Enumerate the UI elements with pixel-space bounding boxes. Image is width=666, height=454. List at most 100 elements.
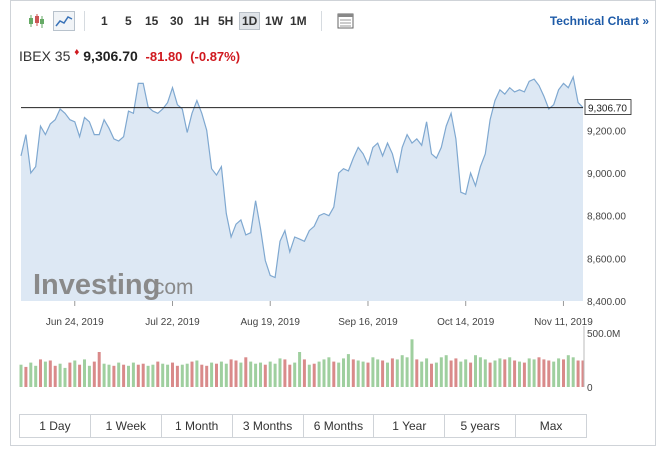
range-1-month[interactable]: 1 Month [162,415,233,437]
area-chart-icon[interactable] [53,11,75,31]
volume-bar [381,360,385,387]
interval-1m[interactable]: 1M [290,14,307,28]
toolbar-separator [84,11,85,31]
interval-1d[interactable]: 1D [239,12,261,30]
y-tick-label: 9,000.00 [587,169,626,180]
volume-bar [332,361,336,387]
volume-bar [122,364,126,387]
volume-bar [234,360,238,387]
volume-bar [581,360,585,387]
interval-1w[interactable]: 1W [265,14,283,28]
volume-bar [356,360,360,387]
volume-bar [307,364,311,387]
volume-bar [97,352,101,387]
price-area [21,77,583,301]
price-change: -81.80 [145,49,183,64]
volume-bar [190,361,194,387]
instrument-name: IBEX 35 [19,48,71,64]
volume-bar [68,362,72,387]
volume-bar [263,364,267,387]
price-chart[interactable]: Investing .com 9,306.70 9,200.00 9,000.00… [11,1,655,411]
interval-1[interactable]: 1 [101,14,108,28]
x-tick-label: Nov 11, 2019 [534,317,593,328]
volume-bar [420,361,424,387]
volume-bar [146,365,150,387]
volume-bar [171,362,174,387]
volume-bar [63,367,67,387]
volume-bar [166,364,170,387]
volume-bar [513,360,517,387]
interval-15[interactable]: 15 [145,14,159,28]
volume-bar [117,362,121,387]
volume-bar [454,358,458,387]
candlestick-chart-icon[interactable] [25,11,47,31]
volume-bar [415,359,419,387]
volume-bar [215,363,218,387]
volume-bar [478,357,482,387]
volume-bar [210,362,214,387]
quote-header: IBEX 35 ♦ 9,306.70 -81.80 (-0.87%) [19,47,240,64]
chart-widget: 1 5 15 30 1H 5H 1D 1W 1M Technical Chart… [10,0,656,446]
x-tick-label: Jun 24, 2019 [46,317,104,328]
range-1-day[interactable]: 1 Day [20,415,91,437]
volume-bar [552,361,556,387]
volume-bar [43,361,47,387]
technical-chart-link[interactable]: Technical Chart » [549,14,649,28]
range-3-months[interactable]: 3 Months [233,415,304,437]
volume-bar [527,358,531,387]
volume-bar [219,361,223,387]
volume-bar [83,359,86,387]
x-tick-label: Aug 19, 2019 [240,317,300,328]
volume-bar [518,361,521,387]
volume-bar [361,361,365,387]
x-tick-label: Oct 14, 2019 [437,317,495,328]
volume-bar [444,355,448,387]
volume-bar [34,365,38,387]
volume-bar [405,357,409,387]
watermark-suffix: .com [148,276,194,299]
last-price: 9,306.70 [83,48,138,64]
volume-bar [498,358,502,387]
volume-bar [48,360,52,387]
x-tick-label: Sep 16, 2019 [338,317,398,328]
volume-bar [483,359,487,387]
volume-bar [302,359,306,387]
interval-5h[interactable]: 5H [218,14,234,28]
volume-bar [268,361,272,387]
volume-bar [288,364,292,387]
volume-bar [293,362,297,387]
volume-bar [493,360,497,387]
interval-1h[interactable]: 1H [194,14,210,28]
volume-bar [39,359,42,387]
volume-bar [278,358,282,387]
volume-bar [317,361,321,387]
volume-bar [400,355,404,387]
volume-bar [29,362,33,387]
volume-bar [488,362,492,387]
volume-bar [58,363,62,387]
down-arrow-icon: ♦ [74,47,80,58]
volume-bar [185,363,189,387]
volume-bar [395,359,399,387]
volume-bar [141,363,145,387]
interval-5[interactable]: 5 [125,14,132,28]
interval-30[interactable]: 30 [170,14,184,28]
indicators-table-icon[interactable] [335,11,357,31]
volume-bar [127,365,130,387]
volume-tick-label: 0 [587,383,593,394]
range-6-months[interactable]: 6 Months [304,415,375,437]
volume-bar [298,352,302,387]
volume-bar [92,361,96,387]
range-1-year[interactable]: 1 Year [374,415,446,437]
volume-bar [229,359,233,387]
range-1-week[interactable]: 1 Week [91,415,162,437]
volume-bar [87,365,91,387]
range-5-years[interactable]: 5 years [445,415,517,437]
range-max[interactable]: Max [539,419,563,433]
volume-bar [434,362,438,387]
volume-bar [200,364,204,387]
volume-bar [73,360,77,387]
volume-bar [283,359,287,387]
y-tick-label: 8,800.00 [587,212,626,223]
volume-bar [439,357,443,387]
